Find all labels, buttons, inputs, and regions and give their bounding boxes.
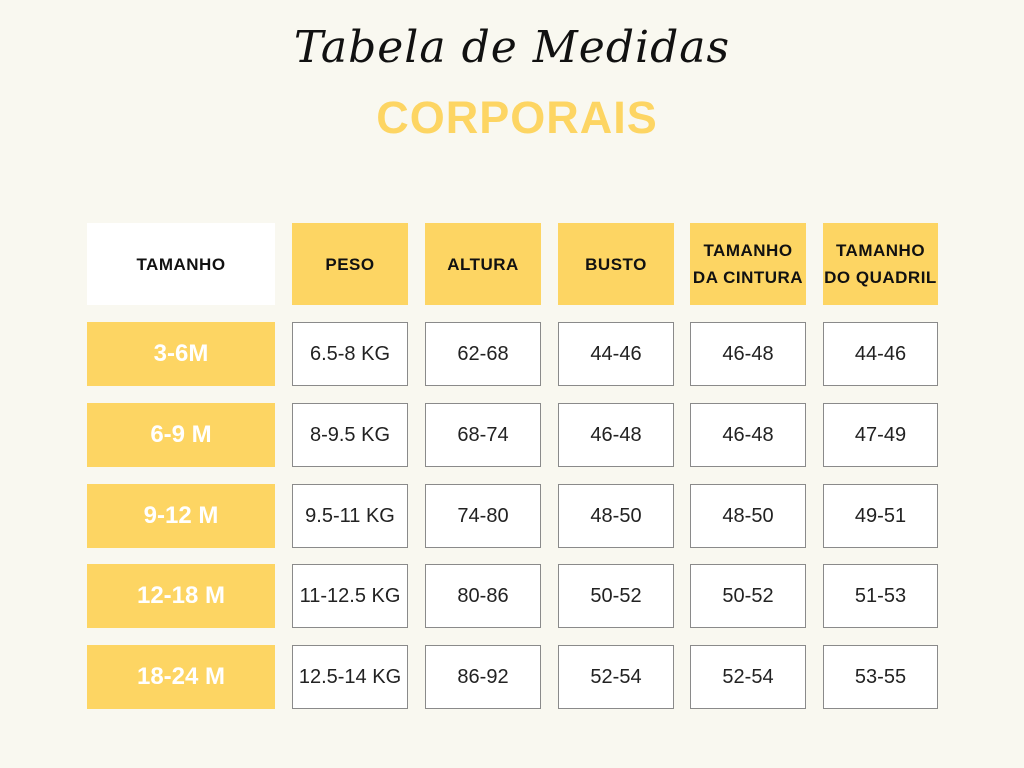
quadril-cell: 49-51 <box>823 484 938 548</box>
page-title: Tabela de Medidas <box>293 22 731 73</box>
header-altura: ALTURA <box>425 223 541 305</box>
peso-cell: 11-12.5 KG <box>292 564 408 628</box>
cintura-cell: 46-48 <box>690 322 806 386</box>
cintura-cell: 48-50 <box>690 484 806 548</box>
busto-cell: 44-46 <box>558 322 674 386</box>
quadril-cell: 53-55 <box>823 645 938 709</box>
header-tamanho: TAMANHO <box>87 223 275 305</box>
page-subtitle: CORPORAIS <box>376 92 658 143</box>
peso-cell: 9.5-11 KG <box>292 484 408 548</box>
header-peso: PESO <box>292 223 408 305</box>
quadril-cell: 47-49 <box>823 403 938 467</box>
quadril-cell: 44-46 <box>823 322 938 386</box>
busto-cell: 50-52 <box>558 564 674 628</box>
cintura-cell: 46-48 <box>690 403 806 467</box>
peso-cell: 6.5-8 KG <box>292 322 408 386</box>
busto-cell: 46-48 <box>558 403 674 467</box>
altura-cell: 68-74 <box>425 403 541 467</box>
altura-cell: 62-68 <box>425 322 541 386</box>
size-label: 12-18 M <box>87 564 275 628</box>
altura-cell: 74-80 <box>425 484 541 548</box>
altura-cell: 80-86 <box>425 564 541 628</box>
altura-cell: 86-92 <box>425 645 541 709</box>
peso-cell: 12.5-14 KG <box>292 645 408 709</box>
header-busto: BUSTO <box>558 223 674 305</box>
size-label: 18-24 M <box>87 645 275 709</box>
cintura-cell: 52-54 <box>690 645 806 709</box>
quadril-cell: 51-53 <box>823 564 938 628</box>
header-cintura: TAMANHO DA CINTURA <box>690 223 806 305</box>
peso-cell: 8-9.5 KG <box>292 403 408 467</box>
size-label: 9-12 M <box>87 484 275 548</box>
size-label: 3-6M <box>87 322 275 386</box>
cintura-cell: 50-52 <box>690 564 806 628</box>
busto-cell: 48-50 <box>558 484 674 548</box>
size-label: 6-9 M <box>87 403 275 467</box>
busto-cell: 52-54 <box>558 645 674 709</box>
header-quadril: TAMANHO DO QUADRIL <box>823 223 938 305</box>
